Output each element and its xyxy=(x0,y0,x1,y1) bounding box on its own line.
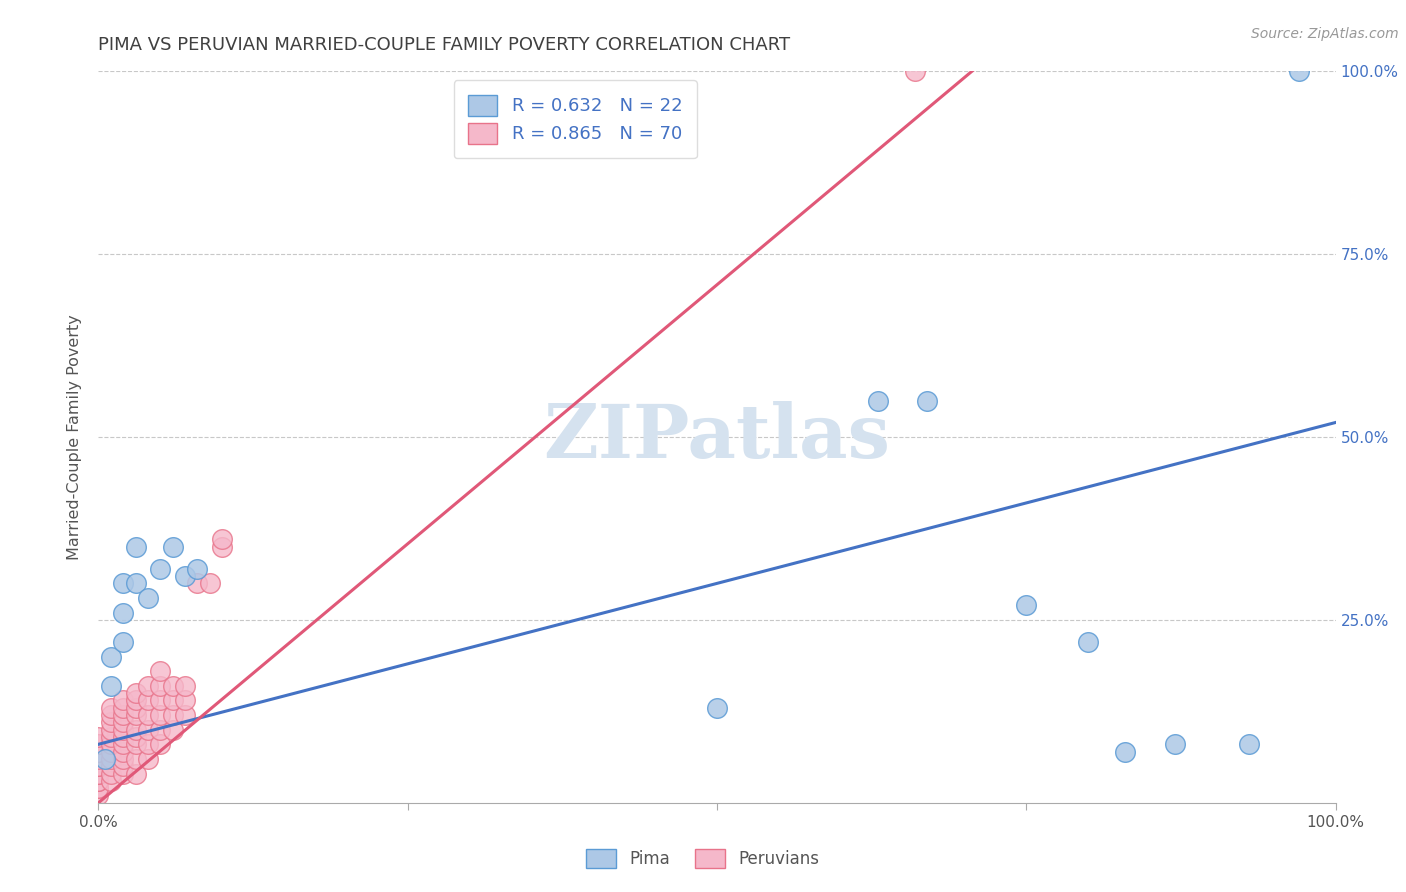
Point xyxy=(706,700,728,714)
Point xyxy=(87,781,110,796)
Point xyxy=(124,576,146,591)
Y-axis label: Married-Couple Family Poverty: Married-Couple Family Poverty xyxy=(67,314,83,560)
Point xyxy=(162,540,184,554)
Point xyxy=(100,679,122,693)
Point xyxy=(124,730,146,744)
Point xyxy=(149,693,172,707)
Point xyxy=(149,708,172,723)
Point xyxy=(112,730,135,744)
Point xyxy=(136,723,159,737)
Point xyxy=(124,700,146,714)
Point xyxy=(124,723,146,737)
Point xyxy=(149,723,172,737)
Point xyxy=(149,737,172,751)
Point xyxy=(87,766,110,780)
Point xyxy=(100,773,122,788)
Point xyxy=(1015,599,1038,613)
Point xyxy=(136,591,159,605)
Point xyxy=(112,723,135,737)
Point xyxy=(100,715,122,730)
Point xyxy=(100,752,122,766)
Point xyxy=(1237,737,1260,751)
Point xyxy=(87,766,110,780)
Point xyxy=(124,737,146,751)
Point xyxy=(136,708,159,723)
Point xyxy=(162,708,184,723)
Point xyxy=(100,723,122,737)
Point xyxy=(124,766,146,780)
Point xyxy=(866,393,889,408)
Point xyxy=(87,745,110,759)
Text: PIMA VS PERUVIAN MARRIED-COUPLE FAMILY POVERTY CORRELATION CHART: PIMA VS PERUVIAN MARRIED-COUPLE FAMILY P… xyxy=(98,36,790,54)
Point xyxy=(149,679,172,693)
Point xyxy=(136,752,159,766)
Point xyxy=(112,766,135,780)
Point xyxy=(100,649,122,664)
Point xyxy=(100,700,122,714)
Point xyxy=(112,606,135,620)
Point xyxy=(174,708,197,723)
Point xyxy=(136,693,159,707)
Point xyxy=(100,730,122,744)
Point xyxy=(112,759,135,773)
Point xyxy=(149,664,172,678)
Point xyxy=(198,576,221,591)
Point xyxy=(100,708,122,723)
Point xyxy=(174,569,197,583)
Point xyxy=(162,679,184,693)
Point xyxy=(100,745,122,759)
Point xyxy=(112,715,135,730)
Point xyxy=(124,693,146,707)
Point xyxy=(136,737,159,751)
Point xyxy=(87,789,110,803)
Point xyxy=(87,781,110,796)
Point xyxy=(112,693,135,707)
Point xyxy=(211,540,233,554)
Point xyxy=(149,562,172,576)
Point xyxy=(112,708,135,723)
Text: Source: ZipAtlas.com: Source: ZipAtlas.com xyxy=(1251,27,1399,41)
Point xyxy=(124,540,146,554)
Point xyxy=(100,759,122,773)
Point xyxy=(174,693,197,707)
Point xyxy=(1288,64,1310,78)
Point xyxy=(174,679,197,693)
Point xyxy=(112,737,135,751)
Point xyxy=(162,723,184,737)
Point xyxy=(87,773,110,788)
Point xyxy=(87,745,110,759)
Point xyxy=(112,752,135,766)
Point xyxy=(904,64,927,78)
Legend: Pima, Peruvians: Pima, Peruvians xyxy=(579,842,827,875)
Point xyxy=(136,679,159,693)
Point xyxy=(87,730,110,744)
Legend: R = 0.632   N = 22, R = 0.865   N = 70: R = 0.632 N = 22, R = 0.865 N = 70 xyxy=(454,80,697,158)
Point xyxy=(124,708,146,723)
Point xyxy=(124,752,146,766)
Point xyxy=(87,737,110,751)
Point xyxy=(100,737,122,751)
Point xyxy=(112,700,135,714)
Point xyxy=(112,635,135,649)
Point xyxy=(211,533,233,547)
Point xyxy=(112,576,135,591)
Point xyxy=(112,745,135,759)
Point xyxy=(87,737,110,751)
Point xyxy=(87,773,110,788)
Point xyxy=(1164,737,1187,751)
Point xyxy=(186,576,208,591)
Point xyxy=(100,766,122,780)
Point xyxy=(1077,635,1099,649)
Point xyxy=(93,752,115,766)
Point xyxy=(87,759,110,773)
Point xyxy=(124,686,146,700)
Point xyxy=(87,759,110,773)
Point xyxy=(162,693,184,707)
Text: ZIPatlas: ZIPatlas xyxy=(544,401,890,474)
Point xyxy=(1114,745,1136,759)
Point xyxy=(186,562,208,576)
Point xyxy=(87,752,110,766)
Point xyxy=(917,393,939,408)
